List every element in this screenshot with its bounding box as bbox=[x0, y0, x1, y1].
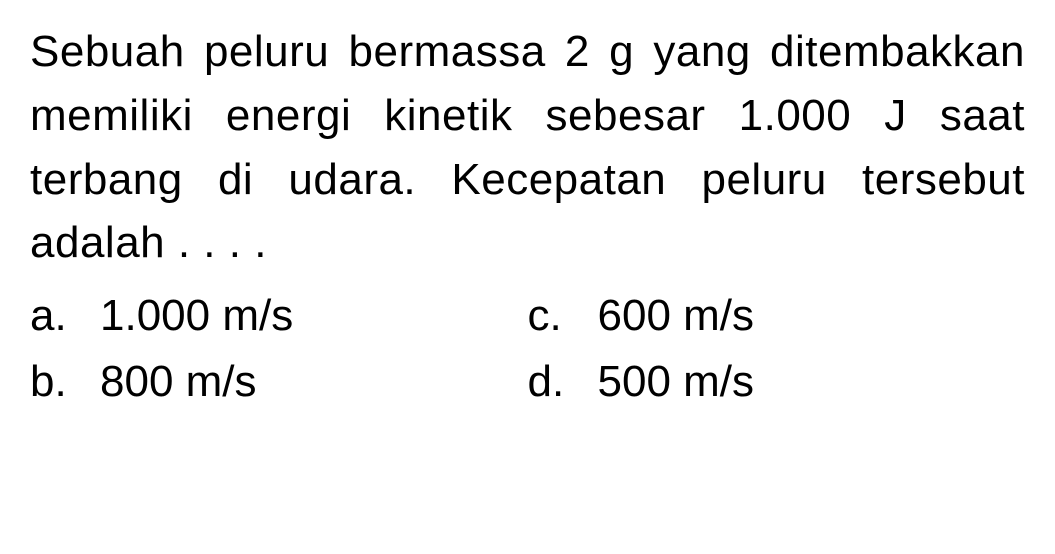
option-c: c. 600 m/s bbox=[528, 283, 1026, 349]
option-d-letter: d. bbox=[528, 349, 598, 415]
option-b-value: 800 m/s bbox=[100, 349, 528, 415]
option-c-value: 600 m/s bbox=[598, 283, 1026, 349]
options-container: a. 1.000 m/s c. 600 m/s b. 800 m/s d. 50… bbox=[30, 283, 1025, 415]
question-text: Sebuah peluru bermassa 2 g yang ditembak… bbox=[30, 20, 1025, 275]
option-d: d. 500 m/s bbox=[528, 349, 1026, 415]
option-b-letter: b. bbox=[30, 349, 100, 415]
option-a-letter: a. bbox=[30, 283, 100, 349]
option-d-value: 500 m/s bbox=[598, 349, 1026, 415]
option-a-value: 1.000 m/s bbox=[100, 283, 528, 349]
option-a: a. 1.000 m/s bbox=[30, 283, 528, 349]
option-b: b. 800 m/s bbox=[30, 349, 528, 415]
option-c-letter: c. bbox=[528, 283, 598, 349]
